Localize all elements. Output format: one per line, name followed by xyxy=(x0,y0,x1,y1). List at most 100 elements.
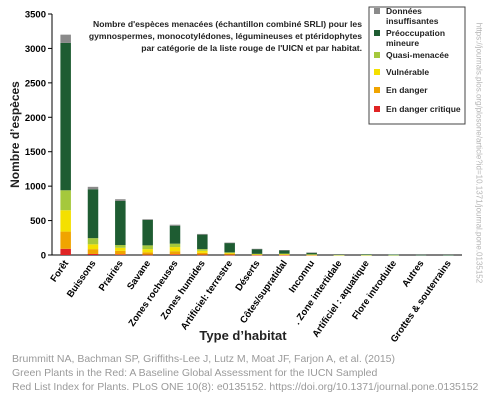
bar-segment xyxy=(224,254,235,256)
bar-segment xyxy=(142,249,153,253)
y-axis-title: Nombre d’espèces xyxy=(8,81,22,188)
bar-segment xyxy=(224,252,235,254)
bar-segment xyxy=(197,249,208,251)
bar-segment xyxy=(115,254,126,255)
x-tick-label: Artificiel: terrestre xyxy=(179,258,235,332)
citation-caption: Brummitt NA, Bachman SP, Griffiths-Lee J… xyxy=(12,352,482,394)
y-tick-label: 2000 xyxy=(25,113,46,124)
x-tick-label: Zones rocheuses xyxy=(127,258,181,328)
bar-segment xyxy=(87,249,99,254)
legend-swatch xyxy=(374,69,380,75)
bar-segment xyxy=(197,233,208,235)
y-tick-label: 0 xyxy=(41,251,46,262)
bar-segment xyxy=(306,252,317,255)
y-tick-label: 1500 xyxy=(25,147,46,158)
source-watermark-text: https://journals.plos.org/plosone/articl… xyxy=(474,22,484,284)
y-tick-label: 3000 xyxy=(25,44,46,55)
bar-segment xyxy=(142,219,153,246)
bar-segment xyxy=(388,254,399,256)
bar-segment xyxy=(197,250,208,253)
bar-segment xyxy=(224,253,235,254)
legend-swatch xyxy=(374,106,380,112)
legend-label: Données insuffisantes xyxy=(386,6,439,26)
bar-segment xyxy=(279,250,290,254)
legend-swatch xyxy=(374,87,380,93)
bar-segment xyxy=(197,252,208,255)
legend-swatch xyxy=(374,8,380,14)
bar-segment xyxy=(169,254,181,255)
bar-segment xyxy=(87,253,99,255)
bar-segment xyxy=(142,219,153,220)
bar-segment xyxy=(415,254,427,256)
bar-segment xyxy=(142,245,153,250)
chart-title-line: Nombre d'espèces menacées (échantillon c… xyxy=(93,19,362,29)
bar-segment xyxy=(333,254,345,256)
y-tick-label: 3500 xyxy=(25,10,46,21)
source-watermark: https://journals.plos.org/plosone/articl… xyxy=(468,8,490,298)
bar-segment xyxy=(60,190,71,211)
citation-line-1: Brummitt NA, Bachman SP, Griffiths-Lee J… xyxy=(12,353,396,365)
x-tick-label: Autres xyxy=(400,258,426,289)
bar-segment xyxy=(115,199,126,201)
bar-segment xyxy=(251,248,263,250)
bar-segment xyxy=(306,254,317,255)
bar-segment xyxy=(169,251,181,255)
x-tick-label: Savane xyxy=(125,258,153,292)
bar-segment xyxy=(169,224,181,226)
x-tick-label: Forêt xyxy=(48,258,71,284)
bar-segment xyxy=(279,254,290,255)
y-tick-label: 1000 xyxy=(25,182,46,193)
bar-segment xyxy=(169,243,181,248)
bar-segment xyxy=(279,250,290,251)
legend-label: Vulnérable xyxy=(386,67,429,77)
bar-segment xyxy=(115,200,126,246)
bar-segment xyxy=(169,247,181,252)
bar-segment xyxy=(251,254,263,256)
bar-segment xyxy=(279,254,290,256)
bar-segment xyxy=(251,249,263,254)
bar-segment xyxy=(306,252,317,254)
legend-label: Préoccupation mineure xyxy=(386,28,445,48)
bar-segment xyxy=(87,186,99,190)
legend-box xyxy=(368,6,466,125)
legend-swatch xyxy=(374,30,380,36)
bar-segment xyxy=(251,254,263,256)
bar-segment xyxy=(87,244,99,250)
bar-segment xyxy=(388,254,399,256)
legend-label: En danger xyxy=(386,85,428,95)
bar-segment xyxy=(224,253,235,255)
bar-segment xyxy=(224,243,235,253)
bar-segment xyxy=(60,248,71,255)
bar-segment xyxy=(115,247,126,251)
bar-segment xyxy=(333,254,345,255)
bar-segment xyxy=(115,245,126,248)
y-tick-label: 2500 xyxy=(25,78,46,89)
chart-title-line: par catégorie de la liste rouge de l'UIC… xyxy=(141,43,362,53)
bar-segment xyxy=(115,250,126,255)
bar-segment xyxy=(279,253,290,255)
bar-segment xyxy=(60,42,71,191)
bar-segment xyxy=(142,254,153,256)
x-tick-label: Déserts xyxy=(233,258,262,293)
bar-segment xyxy=(361,254,372,255)
chart-title-line: gymnospermes, monocotylédones, légumineu… xyxy=(89,31,362,41)
y-tick-label: 500 xyxy=(30,216,46,227)
bar-segment xyxy=(60,34,71,43)
bar-segment xyxy=(60,231,71,249)
bar-segment xyxy=(224,242,235,244)
bar-segment xyxy=(169,225,181,244)
bar-segment xyxy=(279,254,290,256)
legend-swatch xyxy=(374,52,380,58)
bar-segment xyxy=(60,210,71,232)
bar-segment xyxy=(197,254,208,256)
bar-segment xyxy=(142,252,153,255)
citation-line-2: Green Plants in the Red: A Baseline Glob… xyxy=(12,367,378,379)
bar-segment xyxy=(87,238,99,245)
x-axis-title: Type d’habitat xyxy=(199,328,287,343)
legend-label: Quasi-menacée xyxy=(386,50,449,60)
x-tick-label: Prairies xyxy=(97,258,126,293)
bar-segment xyxy=(443,254,454,256)
legend-label: En danger critique xyxy=(386,104,461,114)
citation-line-3: Red List Index for Plants. PLoS ONE 10(8… xyxy=(12,381,479,393)
